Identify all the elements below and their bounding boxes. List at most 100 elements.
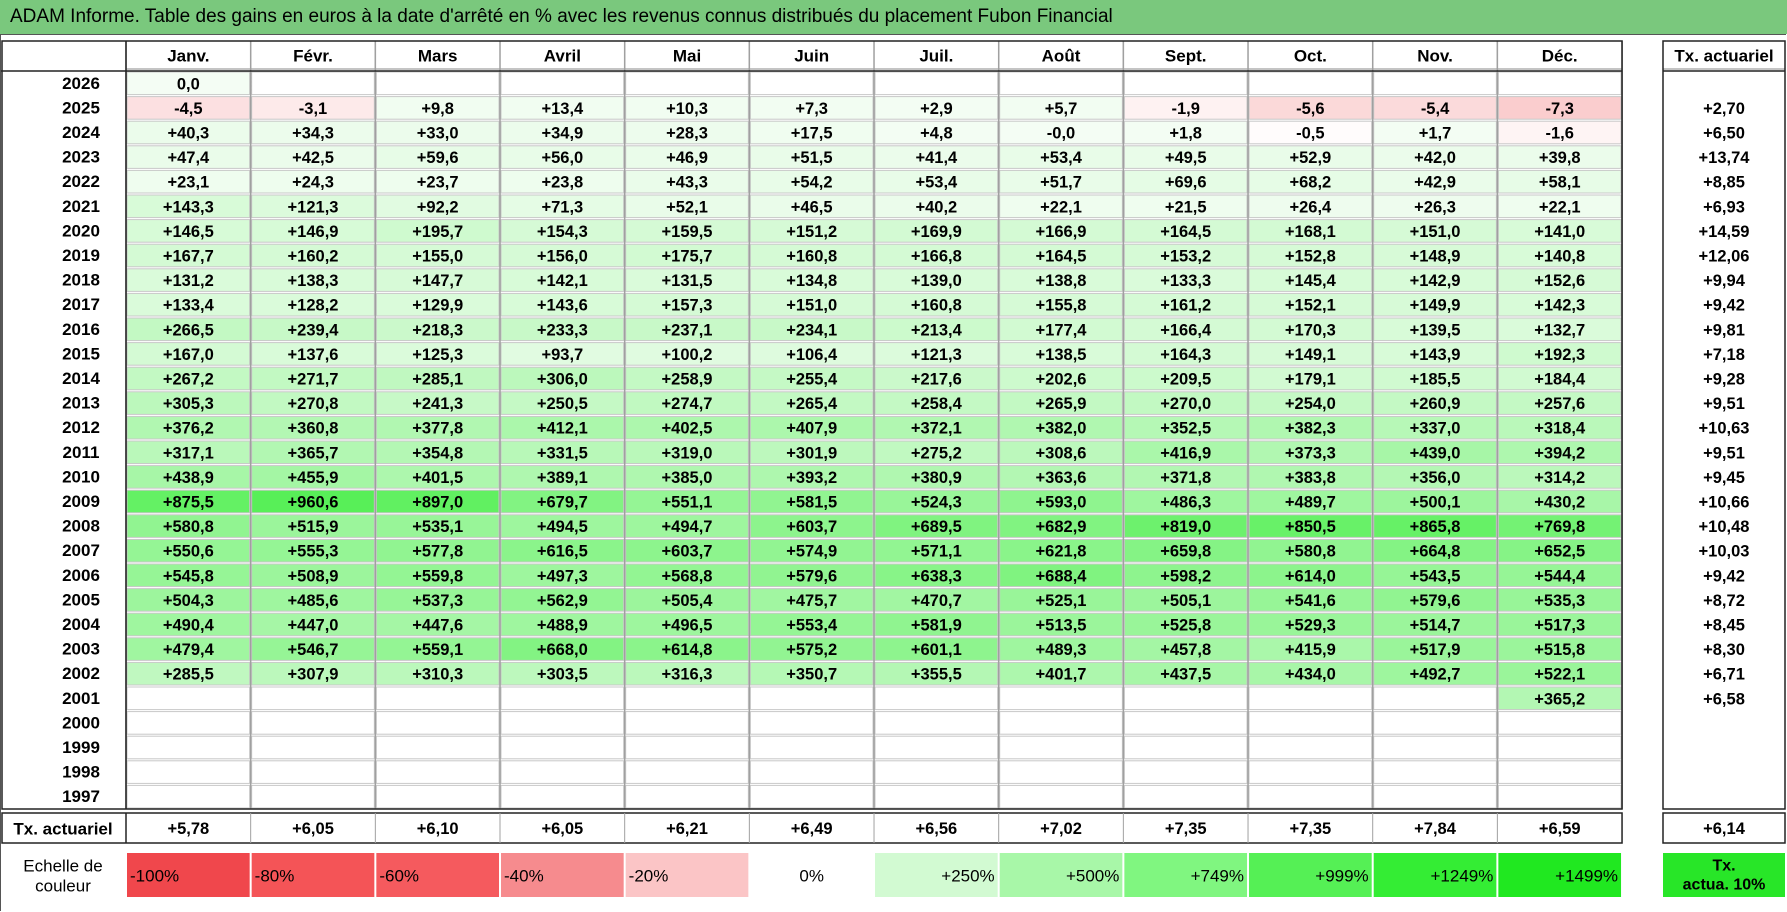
gain-cell (1373, 612, 1497, 637)
scale-swatch-label: +1499% (1555, 867, 1618, 886)
gain-cell (1248, 415, 1373, 440)
gain-cell (874, 760, 999, 784)
gain-cell (874, 735, 999, 760)
gain-value: +489,7 (1285, 494, 1336, 512)
gain-cell (749, 637, 874, 661)
scale-tx-line1: Tx. (1712, 858, 1735, 875)
gain-value: +164,5 (1160, 223, 1211, 241)
gain-value: +42,9 (1414, 174, 1456, 192)
gain-value: +153,2 (1160, 248, 1211, 266)
gain-value: +517,9 (1410, 641, 1461, 659)
gain-value: +53,4 (915, 174, 958, 192)
gain-cell (1123, 440, 1248, 465)
gain-value: +356,0 (1410, 469, 1461, 487)
tx-actuariel-value: +10,48 (1699, 518, 1750, 536)
year-label: 2005 (62, 590, 100, 609)
gain-value: +621,8 (1036, 543, 1087, 561)
gain-cell (1123, 391, 1248, 415)
gain-value: +497,3 (537, 567, 588, 585)
gain-cell (1373, 489, 1497, 514)
gain-value: +385,0 (662, 469, 713, 487)
gain-value: +138,5 (1036, 346, 1087, 364)
gain-value: +151,0 (786, 297, 837, 315)
gain-value: +137,6 (288, 346, 339, 364)
gain-value: +184,4 (1534, 371, 1586, 389)
gain-cell (1248, 366, 1373, 391)
gain-cell (500, 563, 625, 588)
gain-cell (874, 71, 999, 96)
gain-cell (1497, 735, 1622, 760)
scale-swatch (127, 853, 250, 897)
gain-value: +106,4 (786, 346, 838, 364)
gain-cell (749, 317, 874, 342)
gain-cell (749, 612, 874, 637)
gain-cell (500, 440, 625, 465)
gain-cell (500, 711, 625, 735)
gain-value: +303,5 (537, 666, 588, 684)
gain-value: +21,5 (1165, 198, 1207, 216)
gain-cell (1373, 784, 1497, 809)
gain-cell (126, 637, 251, 661)
footer-label: Tx. actuariel (13, 820, 112, 839)
gain-value: +1,8 (1169, 125, 1202, 143)
month-header-cell (374, 40, 501, 70)
gain-value: +139,0 (911, 272, 962, 290)
footer-value: +6,56 (915, 820, 957, 838)
gain-cell (1373, 342, 1497, 366)
gain-value: +559,1 (412, 641, 463, 659)
gain-cell (500, 292, 625, 317)
gain-cell (1248, 711, 1373, 735)
gain-cell (251, 120, 375, 145)
gain-cell (1497, 71, 1622, 96)
gain-cell (1497, 514, 1622, 538)
gain-cell (1248, 735, 1373, 760)
gain-cell (251, 219, 375, 243)
gain-value: +555,3 (288, 543, 339, 561)
gain-value: +581,5 (786, 494, 837, 512)
gain-cell (625, 120, 749, 145)
gain-cell (1248, 637, 1373, 661)
gain-cell (874, 268, 999, 292)
gain-cell (625, 735, 749, 760)
gain-cell (874, 465, 999, 489)
tx-actuariel-value: +7,18 (1703, 346, 1745, 364)
month-header: Juin (794, 47, 829, 66)
gain-cell (1373, 440, 1497, 465)
month-header-cell (125, 40, 252, 70)
gain-cell (1248, 342, 1373, 366)
gain-cell (1123, 465, 1248, 489)
gain-value: +363,6 (1036, 469, 1087, 487)
scale-swatch-label: -40% (504, 867, 544, 886)
gain-cell (1497, 391, 1622, 415)
scale-label-line2: couleur (35, 877, 91, 896)
gain-cell (126, 514, 251, 538)
year-label: 2018 (62, 271, 100, 290)
gain-value: +146,5 (163, 223, 214, 241)
gain-cell (999, 661, 1123, 686)
gain-value: +819,0 (1160, 518, 1211, 536)
gain-value: +24,3 (292, 174, 334, 192)
gain-cell (999, 538, 1123, 563)
gain-cell (251, 391, 375, 415)
gain-value: +559,8 (412, 567, 463, 585)
gain-cell (251, 637, 375, 661)
gain-cell (1497, 366, 1622, 391)
gain-cell (749, 391, 874, 415)
gain-cell (375, 391, 500, 415)
gain-value: +51,5 (791, 149, 833, 167)
year-label: 2000 (62, 713, 100, 732)
gain-cell (1497, 563, 1622, 588)
gain-value: +169,9 (911, 223, 962, 241)
gain-value: +260,9 (1410, 395, 1461, 413)
gain-cell (375, 96, 500, 120)
gain-value: +138,8 (1036, 272, 1087, 290)
tx-actuariel-value: +2,70 (1703, 100, 1745, 118)
gain-value: +93,7 (541, 346, 583, 364)
gain-cell (1248, 292, 1373, 317)
gain-cell (1123, 120, 1248, 145)
gain-value: +525,8 (1160, 617, 1211, 635)
gain-value: +258,4 (911, 395, 963, 413)
gain-value: +875,5 (163, 494, 214, 512)
gain-value: +568,8 (662, 567, 713, 585)
gain-value: +470,7 (911, 592, 962, 610)
